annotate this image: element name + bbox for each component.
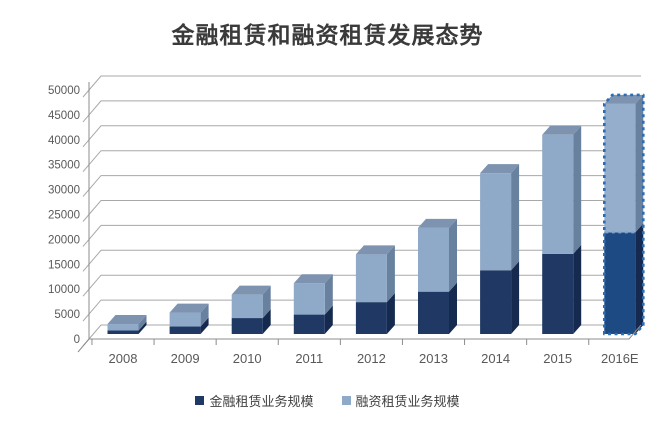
legend: 金融租赁业务规模 融资租赁业务规模 xyxy=(0,391,655,410)
bar-segment-finance-leasing xyxy=(231,294,263,319)
bar-segment-finance-leasing-side xyxy=(449,218,457,292)
bar-segment-finance-leasing xyxy=(355,254,387,303)
legend-label-finance-leasing: 融资租赁业务规模 xyxy=(355,394,460,409)
bar-segment-financial-leasing xyxy=(418,291,449,334)
bar-segment-finance-leasing-side xyxy=(511,164,520,271)
x-axis-tick-label: 2011 xyxy=(295,351,323,366)
gridline xyxy=(82,125,641,148)
chart-title: 金融租赁和融资租赁发展态势 xyxy=(171,22,484,48)
bars xyxy=(107,93,645,336)
x-axis-line xyxy=(77,324,642,353)
y-axis-tick-label: 5000 xyxy=(54,309,80,321)
gridline xyxy=(82,175,641,197)
bar-top-face xyxy=(542,125,582,135)
bar-segment-finance-leasing xyxy=(542,134,574,254)
legend-item-financial-leasing: 金融租赁业务规模 xyxy=(195,391,314,410)
legend-item-finance-leasing: 融资租赁业务规模 xyxy=(341,391,460,410)
bar-2011 xyxy=(293,274,333,334)
bar-segment-finance-leasing xyxy=(107,324,139,331)
bar-2016E xyxy=(603,93,645,336)
bar-segment-finance-leasing xyxy=(169,312,201,327)
y-axis-tick-label: 50000 xyxy=(48,85,80,97)
gridline xyxy=(82,150,641,173)
gridline xyxy=(82,75,641,98)
bar-2015 xyxy=(542,125,582,334)
y-axis-tick-label: 25000 xyxy=(48,210,80,222)
bar-segment-finance-leasing-side xyxy=(573,125,582,254)
bar-2009 xyxy=(169,303,209,334)
x-axis-tick-label: 2008 xyxy=(109,351,138,366)
bar-segment-finance-leasing-side xyxy=(262,285,271,319)
bar-segment-financial-leasing xyxy=(542,253,574,334)
bar-segment-finance-leasing xyxy=(480,173,512,271)
bar-top-face xyxy=(418,218,457,228)
bar-segment-financial-leasing-side xyxy=(200,317,209,334)
x-axis-labels: 2008 2009 2010 2011 2012 2013 2014 2015 2016E xyxy=(109,351,639,366)
finance-leasing-swatch-icon xyxy=(341,396,351,405)
bar-top-face xyxy=(107,315,147,325)
bar-top-face xyxy=(293,274,333,284)
y-axis-tick-label: 35000 xyxy=(48,160,80,172)
bar-segment-financial-leasing-side xyxy=(449,282,457,334)
bar-segment-financial-leasing xyxy=(355,302,387,334)
bar-segment-financial-leasing xyxy=(231,318,263,334)
bar-segment-financial-leasing-side xyxy=(386,293,395,334)
y-axis-tick-label: 15000 xyxy=(48,259,80,271)
bar-2008 xyxy=(107,315,147,334)
bar-segment-financial-leasing-side xyxy=(138,321,147,334)
bar-segment-finance-leasing-side xyxy=(200,303,209,327)
bar-2013 xyxy=(418,218,457,334)
bar-segment-financial-leasing-side xyxy=(262,309,271,334)
y-axis-tick-label: 45000 xyxy=(48,110,80,122)
bar-segment-financial-leasing xyxy=(107,330,139,334)
bar-segment-finance-leasing xyxy=(418,227,449,292)
x-axis-tick-label: 2015 xyxy=(543,351,572,366)
bar-segment-financial-leasing xyxy=(480,270,512,334)
x-axis-tick-label: 2016E xyxy=(601,351,639,366)
bar-2012 xyxy=(355,245,395,334)
bar-segment-financial-leasing xyxy=(293,314,325,334)
bar-segment-financial-leasing-side xyxy=(511,261,520,334)
bar-segment-financial-leasing xyxy=(604,232,636,334)
bar-2014 xyxy=(480,164,520,334)
y-axis-tick-label: 30000 xyxy=(48,185,80,197)
forecast-dashed-outline xyxy=(603,93,645,336)
gridline xyxy=(82,200,641,222)
bar-segment-financial-leasing-side xyxy=(573,244,582,334)
bar-segment-financial-leasing-side xyxy=(324,305,333,334)
bar-segment-finance-leasing-side xyxy=(635,94,644,233)
x-axis-tick-label: 2013 xyxy=(419,351,448,366)
bar-top-face xyxy=(355,245,395,255)
bar-segment-financial-leasing-side xyxy=(635,223,644,334)
y-axis-tick-label: 20000 xyxy=(48,234,80,246)
financial-leasing-swatch-icon xyxy=(195,396,205,405)
legend-label-financial-leasing: 金融租赁业务规模 xyxy=(209,394,314,409)
x-axis-tick-label: 2014 xyxy=(481,351,510,366)
bar-2010 xyxy=(231,285,271,334)
x-axis-tick-label: 2012 xyxy=(357,351,386,366)
x-axis-tick-label: 2010 xyxy=(233,351,262,366)
y-axis-tick-label: 10000 xyxy=(48,284,80,296)
bar-top-face xyxy=(480,164,520,174)
x-axis-tick-label: 2009 xyxy=(171,351,200,366)
bar-top-face xyxy=(169,303,209,313)
bar-segment-finance-leasing xyxy=(293,283,325,315)
y-axis-tick-label: 0 xyxy=(74,334,80,346)
gridline xyxy=(82,224,641,247)
bar-segment-finance-leasing-side xyxy=(386,245,395,303)
bar-top-face xyxy=(231,285,271,295)
bar-top-face xyxy=(604,94,644,104)
bar-segment-financial-leasing xyxy=(169,326,201,334)
x-axis-ticks xyxy=(91,339,590,345)
bar-segment-finance-leasing-side xyxy=(324,274,333,315)
gridline xyxy=(82,100,641,123)
bar-segment-finance-leasing xyxy=(604,103,636,233)
bar-segment-finance-leasing-side xyxy=(138,315,147,331)
y-axis-tick-label: 40000 xyxy=(48,135,80,147)
